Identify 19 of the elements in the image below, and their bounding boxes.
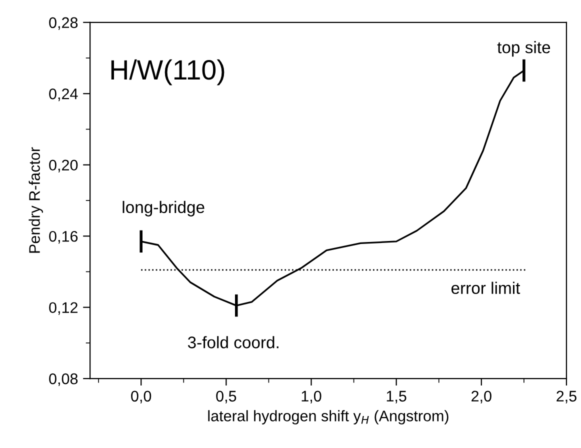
x-tick-label: 2,0 (472, 390, 492, 404)
y-tick-label: 0,20 (49, 160, 78, 172)
x-axis-title: lateral hydrogen shift y$_{H}$ (Angstrom) (208, 410, 448, 424)
annotation: H/W(110) (111, 59, 224, 86)
annotation: error limit (451, 282, 520, 294)
y-tick-label: 0,28 (49, 17, 78, 30)
y-tick-label: 0,16 (49, 230, 78, 244)
y-tick-label: 0,08 (49, 373, 78, 386)
x-tick-label: 1,0 (302, 390, 322, 404)
x-tick-label: 0,5 (216, 390, 236, 404)
annotation: 3-fold coord. (188, 336, 278, 348)
y-tick-label: 0,12 (49, 302, 78, 315)
annotation: long-bridge (122, 200, 204, 216)
annotation: top site (497, 41, 550, 57)
x-tick-label: 2,5 (556, 390, 576, 404)
y-axis-title: Pendry R-factor (28, 147, 43, 253)
x-tick-label: 1,5 (386, 390, 406, 404)
x-tick-label: 0,0 (131, 390, 152, 404)
y-tick-label: 0,24 (49, 88, 78, 102)
